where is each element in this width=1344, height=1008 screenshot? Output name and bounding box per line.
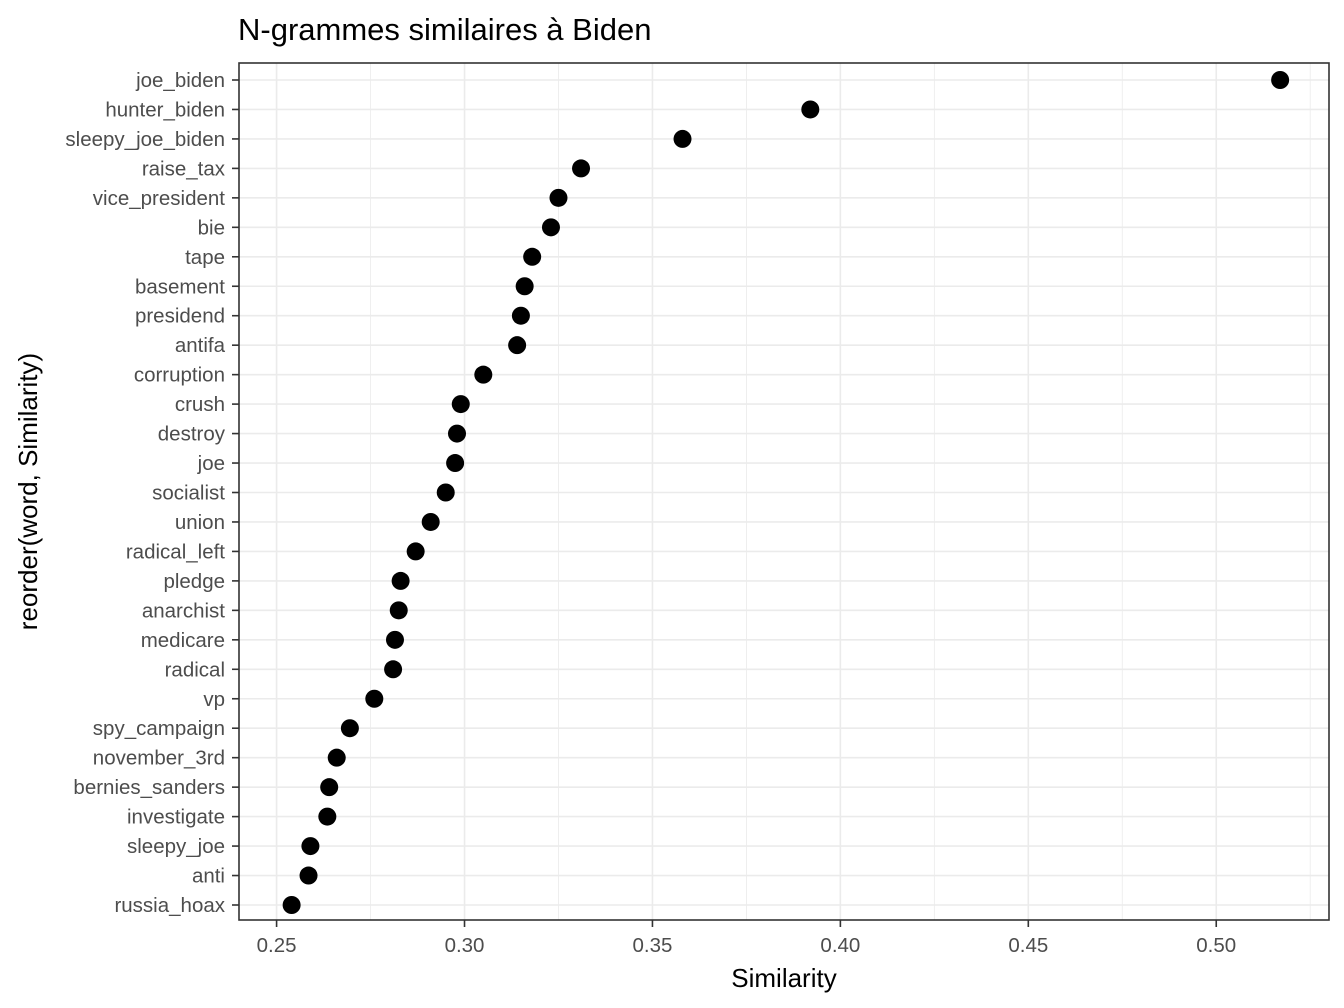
- data-point: [572, 159, 591, 178]
- y-tick-label: radical_left: [126, 540, 225, 563]
- y-tick-label: socialist: [152, 482, 225, 505]
- data-point: [340, 719, 359, 738]
- y-tick-label: union: [175, 511, 225, 534]
- data-point: [385, 630, 404, 649]
- y-tick-label: radical: [165, 658, 225, 681]
- data-point: [421, 512, 440, 531]
- data-point: [406, 542, 425, 561]
- data-point: [511, 306, 530, 325]
- data-point: [320, 778, 339, 797]
- x-tick-label: 0.50: [1196, 934, 1236, 957]
- data-point: [282, 896, 301, 914]
- y-tick-label: hunter_biden: [105, 98, 225, 121]
- y-tick-label: anti: [192, 865, 225, 888]
- y-tick-label: presidend: [135, 305, 225, 328]
- data-point: [448, 424, 466, 443]
- x-tick-label: 0.40: [820, 934, 860, 957]
- chart-title: N-grammes similaires à Biden: [238, 12, 651, 47]
- y-tick-label: raise_tax: [142, 157, 226, 180]
- data-point: [673, 129, 692, 148]
- x-tick-label: 0.35: [632, 934, 672, 957]
- x-axis-title: Similarity: [731, 963, 836, 993]
- y-tick-label: antifa: [175, 334, 226, 357]
- y-tick-label: bie: [198, 216, 225, 239]
- y-tick-label: tape: [185, 246, 225, 269]
- y-tick-label: joe_biden: [135, 69, 225, 92]
- data-point: [446, 454, 465, 473]
- data-point: [549, 188, 568, 207]
- data-points: [282, 71, 1290, 914]
- data-point: [451, 395, 470, 414]
- data-point: [365, 689, 384, 708]
- x-tick-label: 0.30: [445, 934, 485, 957]
- y-axis-title: reorder(word, Similarity): [13, 353, 43, 630]
- y-tick-label: november_3rd: [93, 747, 225, 770]
- plot-panel-border: [238, 62, 1330, 921]
- data-point: [1271, 71, 1290, 89]
- data-point: [384, 660, 403, 679]
- y-tick-label: crush: [175, 393, 225, 416]
- x-tick-label: 0.45: [1008, 934, 1048, 957]
- y-tick-label: sleepy_joe_biden: [65, 128, 225, 151]
- y-tick-label: vp: [203, 688, 225, 711]
- x-tick-label: 0.25: [257, 934, 297, 957]
- y-tick-label: basement: [135, 275, 225, 298]
- y-tick-label: pledge: [163, 570, 225, 593]
- y-tick-label: investigate: [127, 806, 225, 829]
- data-point: [523, 247, 542, 266]
- data-point: [474, 365, 493, 384]
- data-point: [541, 218, 560, 237]
- data-point: [301, 837, 320, 856]
- data-point: [389, 601, 408, 620]
- y-tick-label: russia_hoax: [114, 894, 225, 917]
- data-point: [318, 807, 337, 826]
- x-axis: 0.25 0.30 0.35 0.40 0.45 0.50: [257, 920, 1236, 957]
- data-point: [436, 483, 455, 502]
- data-point: [327, 748, 346, 767]
- data-point: [801, 100, 820, 119]
- plot-panel-background: [239, 63, 1329, 920]
- y-axis: joe_biden hunter_biden sleepy_joe_bidenrai…: [65, 69, 239, 917]
- grid-lines: [239, 63, 1329, 920]
- data-point: [391, 571, 410, 590]
- data-point: [515, 277, 534, 296]
- y-tick-label: medicare: [141, 629, 225, 652]
- y-tick-label: destroy: [158, 423, 226, 446]
- y-tick-label: anarchist: [142, 599, 225, 622]
- data-point: [299, 866, 318, 885]
- y-tick-label: spy_campaign: [93, 717, 225, 740]
- y-tick-label: vice_president: [93, 187, 225, 210]
- y-tick-label: joe: [197, 452, 225, 475]
- y-tick-label: bernies_sanders: [73, 776, 225, 799]
- y-tick-label: corruption: [134, 364, 225, 387]
- y-tick-label: sleepy_joe: [127, 835, 225, 858]
- data-point: [508, 336, 527, 355]
